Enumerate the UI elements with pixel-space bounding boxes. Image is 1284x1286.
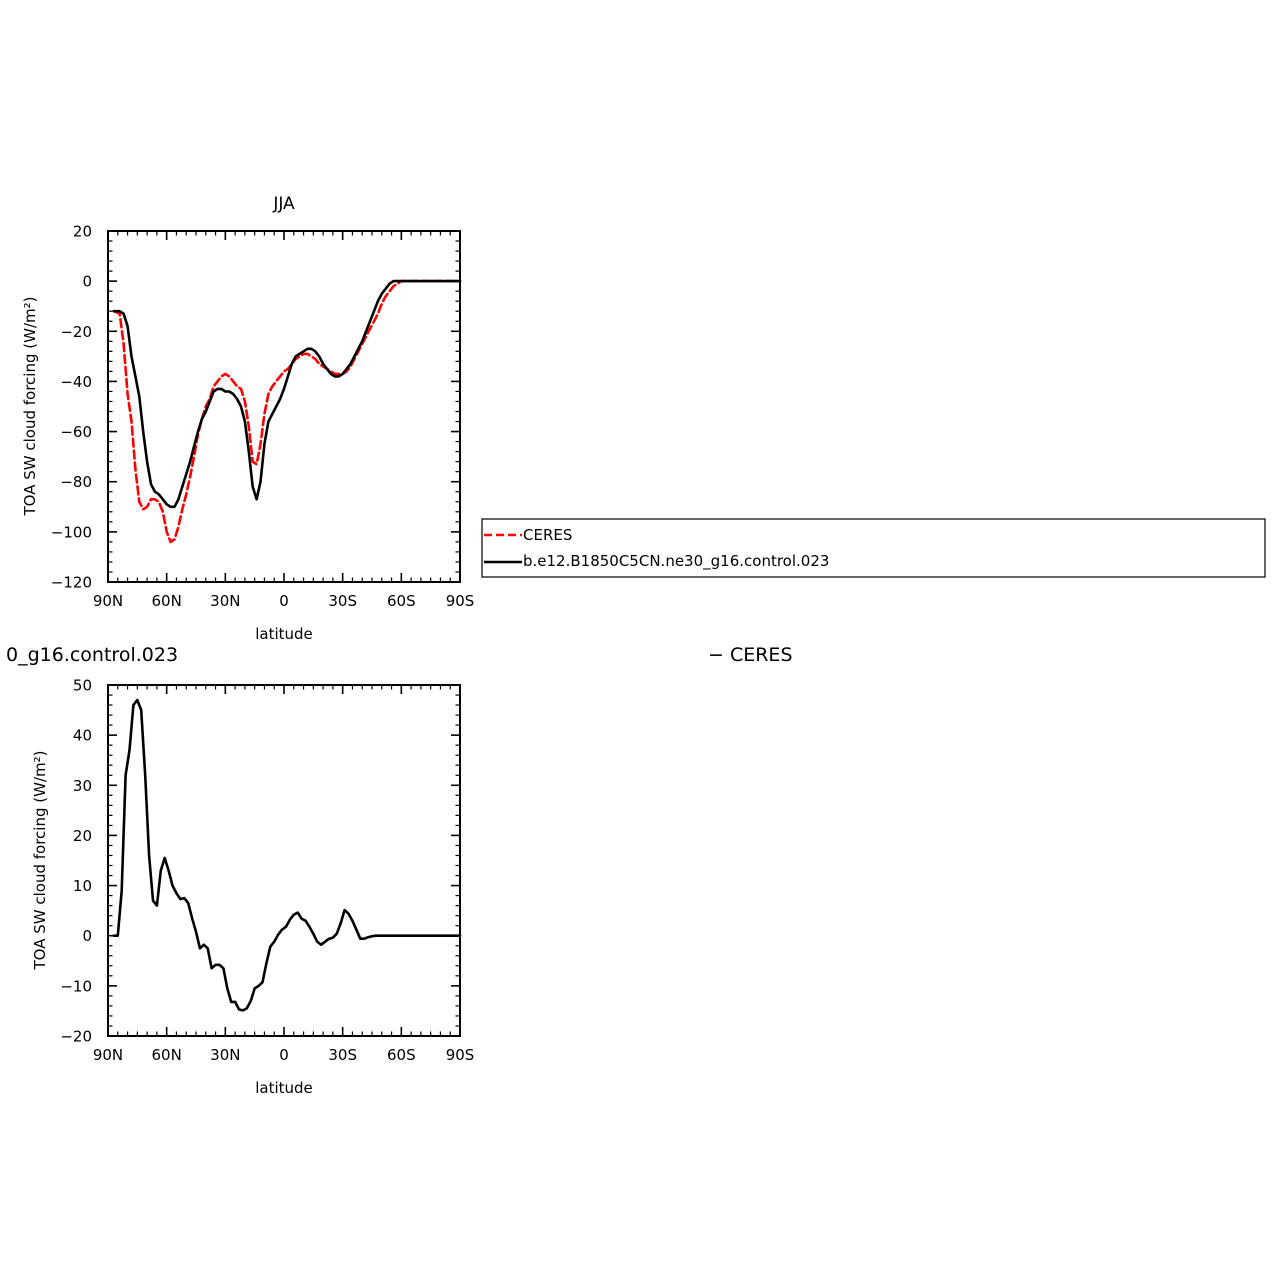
panel-bottom-y-tick-label: 10 (73, 877, 92, 895)
legend-model-label: b.e12.B1850C5CN.ne30_g16.control.023 (523, 552, 829, 571)
panel-bottom-x-tick-label: 30S (328, 1046, 357, 1064)
panel-top-y-ticks (108, 230, 460, 583)
panel-top-series-line-1 (112, 279, 462, 509)
panel-bottom-series-line-0 (112, 698, 462, 1012)
panel-top-x-tick-label: 60S (387, 592, 416, 610)
legend: CERES b.e12.B1850C5CN.ne30_g16.control.0… (481, 518, 1266, 578)
panel-top-x-tick-label: 30S (328, 592, 357, 610)
panel-top-y-tick-label: −40 (60, 373, 92, 391)
panel-top-y-tick-label: 0 (82, 273, 92, 291)
panel-top-y-tick-label: 20 (73, 223, 92, 241)
panel-bottom-title-right: − CERES (708, 644, 793, 666)
panel-top-x-tick-label: 90N (93, 592, 123, 610)
panel-bottom-x-tick-label: 0 (279, 1046, 289, 1064)
panel-top-y-axis-label: TOA SW cloud forcing (W/m²) (21, 297, 39, 517)
panel-top-y-tick-label: −20 (60, 323, 92, 341)
panel-top-x-tick-label: 90S (446, 592, 475, 610)
panel-bottom-y-tick-label: −10 (60, 977, 92, 995)
panel-top-series-line-0 (112, 279, 462, 544)
panel-bottom-x-axis-label: latitude (255, 1079, 313, 1097)
panel-top-y-tick-label: −100 (51, 523, 92, 541)
panel-bottom-y-ticks (108, 684, 460, 1037)
legend-ceres-label: CERES (523, 526, 572, 544)
panel-bottom-plot-frame (107, 684, 461, 1037)
panel-bottom-y-tick-label: 0 (82, 927, 92, 945)
panel-bottom-y-tick-label: 30 (73, 777, 92, 795)
panel-bottom-x-tick-label: 90S (446, 1046, 475, 1064)
panel-bottom-x-ticks (107, 685, 461, 1036)
panel-bottom-chart: 0_g16.control.023 − CERES 90N 60N 30N 0 30S 6… (6, 644, 793, 1097)
panel-bottom-y-tick-label: −20 (60, 1028, 92, 1046)
panel-bottom-x-tick-label: 60S (387, 1046, 416, 1064)
panel-top-plot-frame (107, 230, 461, 583)
panel-top-chart: JJA 90N 60N 30N 0 30S 60S 90S 20 0 −20 −40 −60 −80 −… (21, 194, 474, 643)
panel-top-x-tick-label: 60N (152, 592, 182, 610)
panel-bottom-y-tick-label: 20 (73, 827, 92, 845)
legend-box (481, 518, 1266, 578)
panel-top-y-tick-labels: 20 0 −20 −40 −60 −80 −100 −120 (51, 223, 92, 592)
panel-bottom-y-axis-label: TOA SW cloud forcing (W/m²) (31, 751, 49, 971)
panel-bottom-x-tick-label: 30N (210, 1046, 240, 1064)
panel-bottom-title-left: 0_g16.control.023 (6, 644, 178, 666)
panel-top-x-tick-label: 0 (279, 592, 289, 610)
panel-bottom-y-tick-label: 50 (73, 677, 92, 695)
panel-top-y-tick-label: −80 (60, 473, 92, 491)
panel-bottom-y-tick-label: 40 (73, 727, 92, 745)
panel-top-x-tick-label: 30N (210, 592, 240, 610)
panel-bottom-x-tick-labels: 90N 60N 30N 0 30S 60S 90S (93, 1046, 474, 1064)
panel-top-x-ticks (107, 231, 461, 582)
panel-top-y-tick-label: −60 (60, 423, 92, 441)
panel-bottom-x-tick-label: 90N (93, 1046, 123, 1064)
panel-top-title: JJA (272, 194, 295, 214)
panel-top-x-axis-label: latitude (255, 625, 313, 643)
panel-top-y-tick-label: −120 (51, 574, 92, 592)
panel-top-series (112, 279, 462, 544)
panel-bottom-y-tick-labels: 50 40 30 20 10 0 −10 −20 (60, 677, 92, 1046)
panel-bottom-x-tick-label: 60N (152, 1046, 182, 1064)
panel-bottom-series (112, 698, 462, 1012)
panel-top-x-tick-labels: 90N 60N 30N 0 30S 60S 90S (93, 592, 474, 610)
